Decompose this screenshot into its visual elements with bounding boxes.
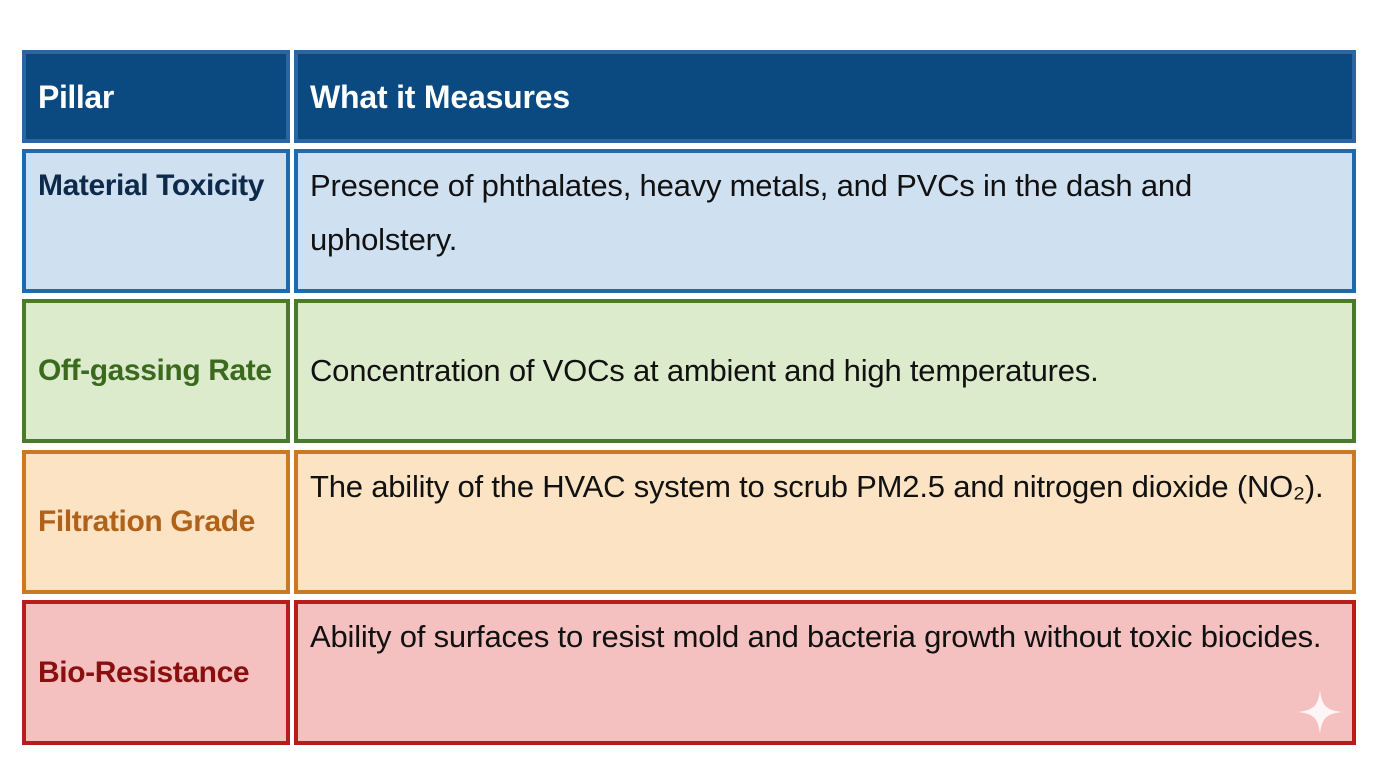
pillar-cell: Bio-Resistance — [22, 600, 290, 745]
header-text: Pillar — [38, 78, 114, 115]
measure-cell: The ability of the HVAC system to scrub … — [294, 450, 1356, 594]
measure-text: Ability of surfaces to resist mold and b… — [310, 619, 1322, 654]
header-cell: What it Measures — [294, 50, 1356, 143]
pillar-cell: Off-gassing Rate — [22, 299, 290, 443]
pillar-text: Off-gassing Rate — [38, 354, 272, 387]
measure-cell: Ability of surfaces to resist mold and b… — [294, 600, 1356, 745]
measure-text: The ability of the HVAC system to scrub … — [310, 469, 1324, 504]
pillar-text: Filtration Grade — [38, 505, 255, 538]
pillar-text: Bio-Resistance — [38, 655, 250, 689]
measure-cell: Concentration of VOCs at ambient and hig… — [294, 299, 1356, 443]
measure-text: Presence of phthalates, heavy metals, an… — [310, 168, 1192, 257]
measure-text: Concentration of VOCs at ambient and hig… — [310, 353, 1099, 388]
header-text: What it Measures — [310, 78, 570, 115]
sparkle-icon — [1298, 690, 1342, 734]
header-cell: Pillar — [22, 50, 290, 143]
pillar-text: Material Toxicity — [38, 169, 265, 202]
pillar-cell: Filtration Grade — [22, 450, 290, 594]
measure-cell: Presence of phthalates, heavy metals, an… — [294, 149, 1356, 293]
pillar-cell: Material Toxicity — [22, 149, 290, 293]
